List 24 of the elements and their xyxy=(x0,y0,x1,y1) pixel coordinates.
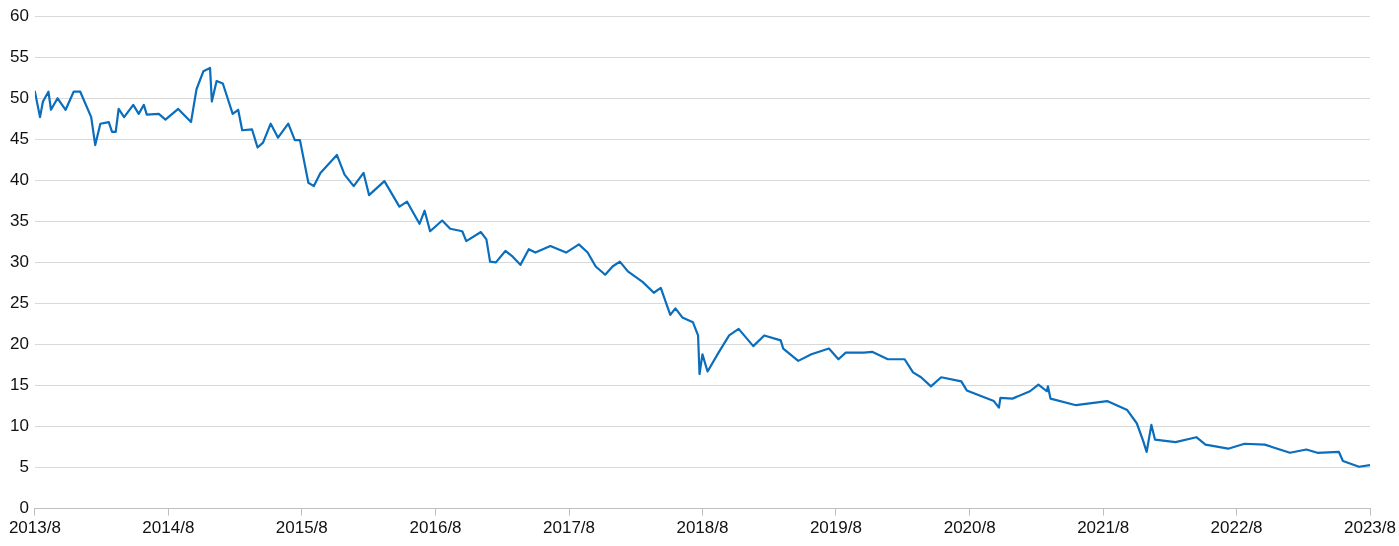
y-tick-label: 50 xyxy=(9,87,29,107)
y-tick-label: 15 xyxy=(9,375,29,395)
y-tick-label: 55 xyxy=(9,46,29,66)
x-tick-label: 2021/8 xyxy=(1077,518,1130,538)
y-tick-label: 0 xyxy=(19,498,29,518)
y-tick-label: 5 xyxy=(19,457,29,477)
x-tick-label: 2016/8 xyxy=(409,518,462,538)
x-tick-label: 2019/8 xyxy=(809,518,862,538)
x-tick-label: 2022/8 xyxy=(1210,518,1263,538)
y-tick-label: 60 xyxy=(9,5,29,25)
y-tick-label: 10 xyxy=(9,416,29,436)
x-tick-label: 2017/8 xyxy=(543,518,596,538)
y-tick-label: 35 xyxy=(9,211,29,231)
y-tick-label: 40 xyxy=(9,170,29,190)
x-tick-label: 2014/8 xyxy=(142,518,195,538)
x-tick-label: 2023/8 xyxy=(1344,518,1396,538)
x-tick-label: 2013/8 xyxy=(8,518,61,538)
x-tick-label: 2018/8 xyxy=(676,518,729,538)
y-tick-label: 20 xyxy=(9,334,29,354)
y-tick-label: 45 xyxy=(9,128,29,148)
y-tick-label: 25 xyxy=(9,293,29,313)
x-tick-label: 2020/8 xyxy=(943,518,996,538)
x-tick-label: 2015/8 xyxy=(275,518,328,538)
y-tick-label: 30 xyxy=(9,252,29,272)
